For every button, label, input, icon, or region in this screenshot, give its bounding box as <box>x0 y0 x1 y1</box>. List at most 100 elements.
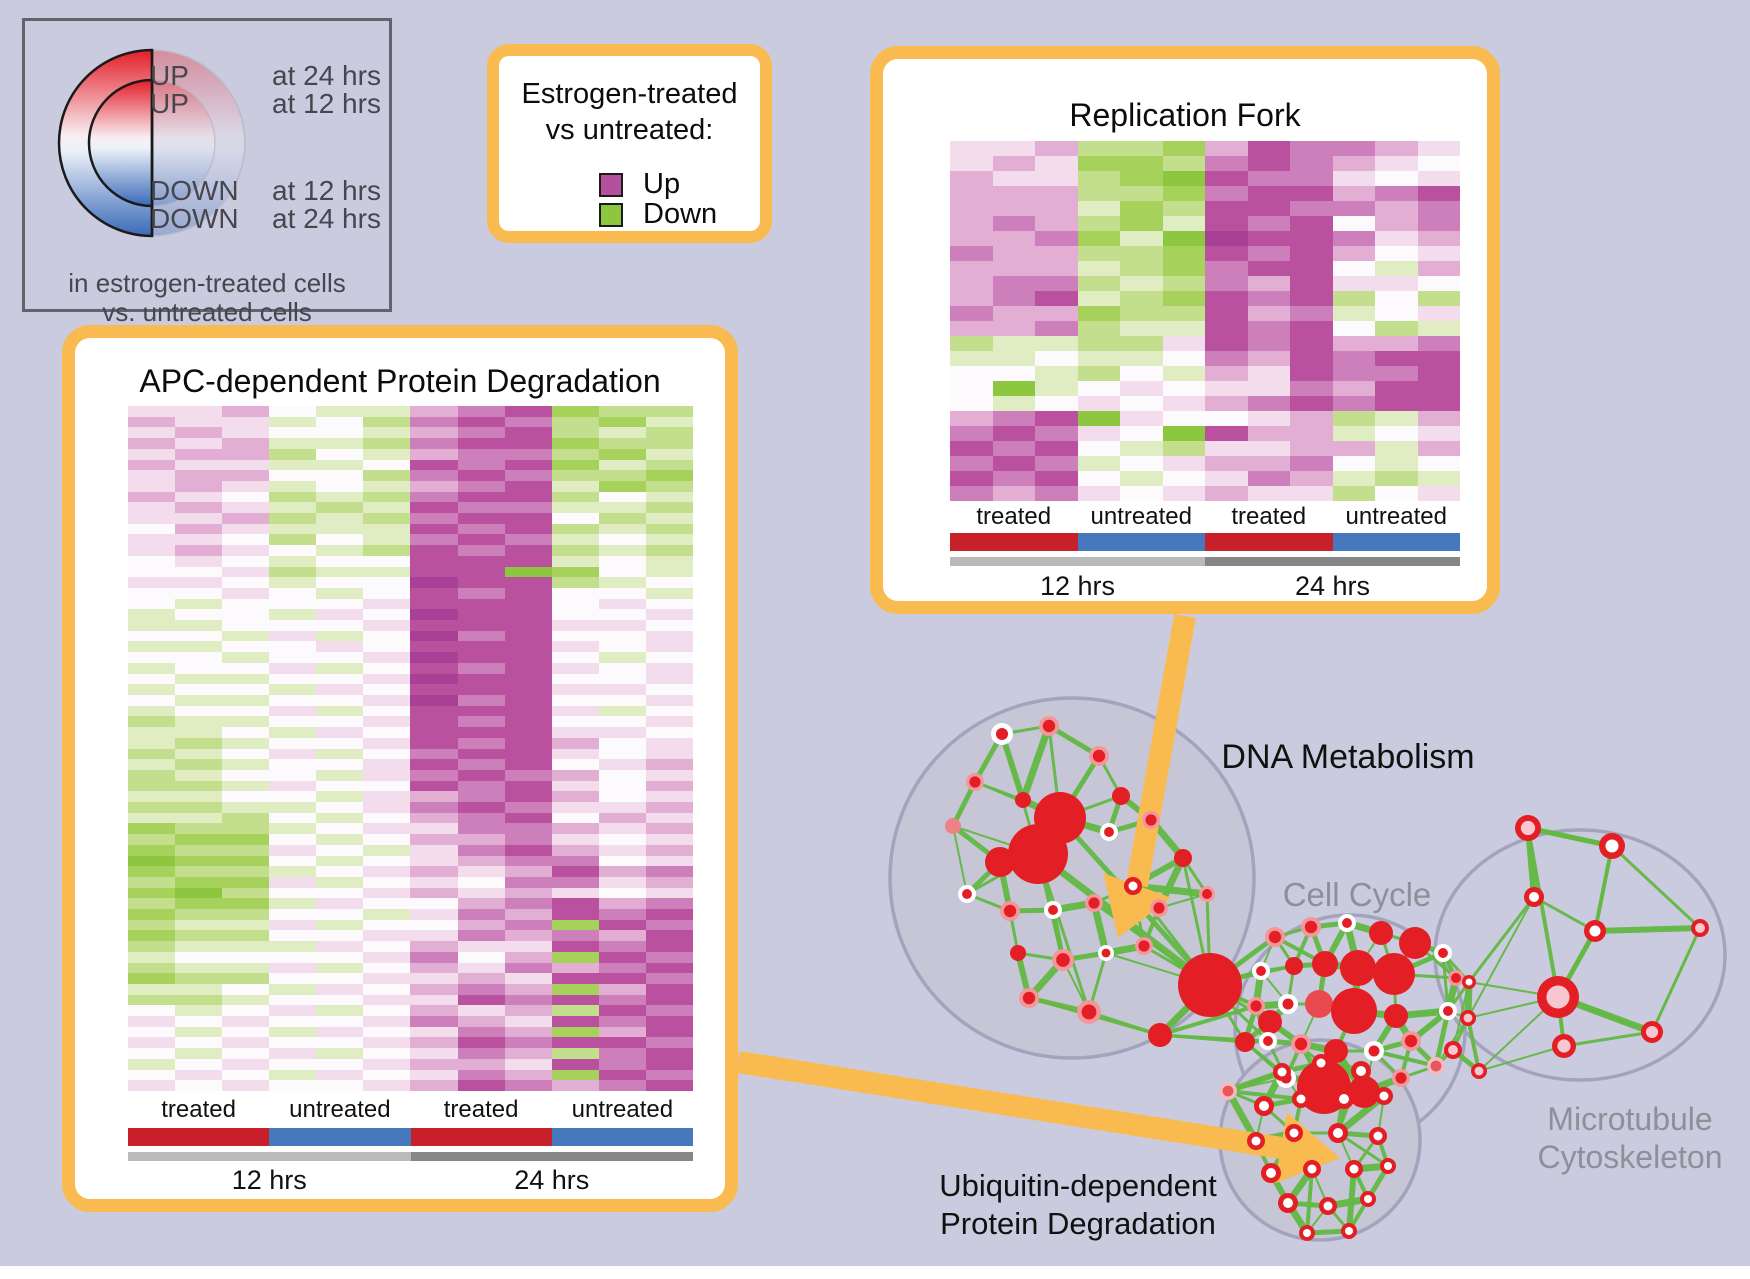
updown-footer-line2: vs. untreated cells <box>102 297 312 327</box>
gene-node <box>1138 940 1150 952</box>
gene-node <box>995 727 1009 741</box>
gene-node <box>1384 1004 1408 1028</box>
apc-heatmap <box>128 406 693 1091</box>
gene-node <box>1258 1010 1282 1034</box>
up-color-swatch <box>599 172 623 197</box>
network-edge <box>1610 844 1702 930</box>
gene-node <box>1153 902 1165 914</box>
gene-node <box>1443 1006 1453 1016</box>
gene-node <box>1324 1039 1348 1063</box>
gene-node <box>1451 973 1461 983</box>
replication-fork-time-labels: 12 hrs 24 hrs <box>1039 571 1371 601</box>
gene-node <box>1438 948 1448 958</box>
gene-node <box>1088 897 1100 909</box>
updown-legend-box: UP at 24 hrs UP at 12 hrs DOWN at 12 hrs… <box>22 18 392 327</box>
gene-node <box>1312 951 1338 977</box>
down-color-swatch <box>599 202 623 227</box>
gene-node <box>1368 1045 1380 1057</box>
network-edge <box>1226 1070 1284 1093</box>
gene-node <box>1305 990 1333 1018</box>
gene-node <box>1259 1101 1269 1111</box>
gene-node <box>1307 1164 1317 1174</box>
gene-node <box>1529 892 1539 902</box>
network-edge <box>1305 1167 1314 1235</box>
gene-node <box>1296 1094 1306 1104</box>
apc-group-labels: treated untreated treated untreated <box>161 1096 674 1123</box>
network-edge <box>1532 895 1597 933</box>
gene-node <box>1364 1195 1372 1203</box>
gene-node <box>1356 1066 1366 1076</box>
down-label: Down <box>643 198 718 230</box>
gene-node <box>1474 1066 1484 1076</box>
gene-node <box>1695 923 1705 933</box>
gene-node <box>1339 1094 1349 1104</box>
figure-bottom-margin <box>0 1266 1750 1279</box>
gene-node <box>1256 966 1266 976</box>
gene-node <box>1448 1045 1458 1055</box>
gene-node <box>1285 957 1303 975</box>
network-edge <box>1158 1004 1258 1037</box>
gene-node <box>1348 1076 1380 1108</box>
network-edge <box>952 825 968 895</box>
gene-node <box>1333 1128 1343 1138</box>
expression-legend-box: Estrogen-treated vs untreated: Up Down <box>487 44 772 243</box>
updown-circles-icon <box>57 48 246 238</box>
cluster-label: Protein Degradation <box>940 1206 1216 1241</box>
gene-node <box>1282 998 1294 1010</box>
gene-node <box>1316 1058 1326 1068</box>
gene-node <box>1340 950 1376 986</box>
annotation-arrow-shaft <box>736 1051 1283 1159</box>
gene-node <box>1605 839 1619 853</box>
network-edge <box>1019 722 1053 804</box>
gene-node <box>1174 849 1192 867</box>
network-edge <box>1592 925 1703 934</box>
gene-node <box>1081 1004 1097 1020</box>
gene-node <box>1323 1201 1333 1211</box>
gene-node <box>1251 1136 1261 1146</box>
gene-node <box>1342 918 1352 928</box>
network-edge <box>1346 1166 1357 1234</box>
gene-node <box>1235 1032 1255 1052</box>
network-edge <box>1226 1089 1303 1101</box>
replication-fork-condition-bar <box>950 533 1460 551</box>
updown-row-time: at 12 hrs <box>272 88 381 119</box>
replication-fork-group-labels: treated untreated treated untreated <box>976 503 1447 530</box>
gene-node <box>1349 1164 1359 1174</box>
apc-time-bar <box>128 1152 693 1161</box>
updown-footer-line1: in estrogen-treated cells <box>68 268 346 298</box>
gene-node <box>1373 953 1415 995</box>
gene-node <box>1015 792 1031 808</box>
gene-node <box>1263 1036 1273 1046</box>
cluster-label: DNA Metabolism <box>1221 738 1474 776</box>
gene-node <box>1645 1025 1659 1039</box>
gene-node <box>1395 1072 1407 1084</box>
gene-node <box>1369 921 1393 945</box>
replication-fork-panel: Replication Fork treated untreated treated… <box>870 46 1500 614</box>
gene-node <box>1112 787 1130 805</box>
apc-condition-bar <box>128 1128 693 1146</box>
updown-row-time: at 24 hrs <box>272 60 381 91</box>
gene-node <box>1557 1039 1571 1053</box>
cluster-label: Ubiquitin-dependent <box>939 1168 1217 1203</box>
gene-node <box>1520 820 1536 836</box>
updown-row-word: UP <box>150 60 189 91</box>
network-edge <box>1525 825 1615 849</box>
updown-row-time: at 12 hrs <box>272 175 381 206</box>
gene-node <box>1178 953 1242 1017</box>
gene-node <box>985 847 1015 877</box>
network-edge <box>1467 895 1536 984</box>
gene-node <box>1589 925 1601 937</box>
gene-node <box>945 818 961 834</box>
network-edge <box>1373 1050 1437 1067</box>
gene-node <box>1546 985 1570 1009</box>
apc-panel: APC-dependent Protein Degradation treate… <box>62 325 738 1212</box>
gene-node <box>1056 953 1070 967</box>
apc-time-labels: 12 hrs 24 hrs <box>231 1165 590 1195</box>
network-edge <box>1526 826 1560 999</box>
gene-node <box>1042 719 1056 733</box>
gene-node <box>1465 978 1473 986</box>
network-edge <box>1593 844 1614 933</box>
updown-row-word: DOWN <box>150 175 239 206</box>
gene-node <box>1202 889 1212 899</box>
